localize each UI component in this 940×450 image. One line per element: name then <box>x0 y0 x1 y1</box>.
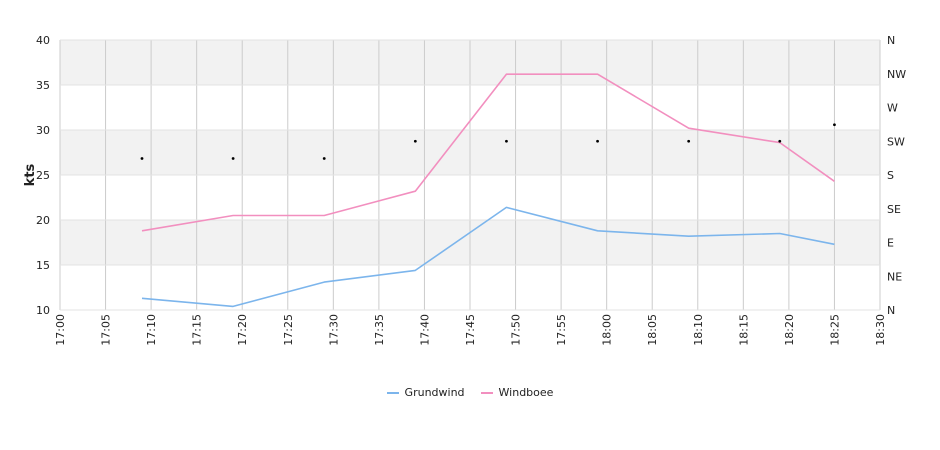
direction-point <box>596 139 599 143</box>
x-tick-label: 18:05 <box>646 314 659 346</box>
right-axis-tick-label: S <box>887 169 894 182</box>
x-tick-label: 17:10 <box>145 314 158 346</box>
right-axis-tick-label: SW <box>887 135 905 148</box>
x-tick-label: 17:55 <box>555 314 568 346</box>
legend-item-windboee[interactable]: Windboee <box>480 386 554 399</box>
x-tick-label: 17:30 <box>327 314 340 346</box>
right-axis-tick-label: W <box>887 102 898 115</box>
legend-swatch <box>386 392 399 394</box>
right-axis-tick-label: NW <box>887 68 906 81</box>
y-tick-label: 10 <box>36 304 50 317</box>
y-tick-label: 35 <box>36 79 50 92</box>
direction-point <box>778 139 782 143</box>
right-axis-tick-label: SE <box>887 203 901 216</box>
x-tick-label: 18:15 <box>737 314 750 346</box>
legend-label: Windboee <box>498 386 554 399</box>
y-tick-label: 40 <box>36 34 50 47</box>
legend-label: Grundwind <box>404 386 465 399</box>
x-tick-label: 17:40 <box>418 314 431 346</box>
x-tick-label: 17:45 <box>464 314 477 346</box>
y-tick-label: 25 <box>36 169 50 182</box>
right-axis-tick-labels: N NE E SE S SW W NW N <box>887 34 906 317</box>
x-tick-label: 17:00 <box>54 314 67 346</box>
y-tick-label: 15 <box>36 259 50 272</box>
x-tick-label: 18:20 <box>783 314 796 346</box>
direction-markers <box>140 123 836 160</box>
x-tick-label: 18:00 <box>601 314 614 346</box>
y-axis-tick-labels: 10 15 20 25 30 35 40 <box>36 34 50 317</box>
x-tick-label: 17:15 <box>191 314 204 346</box>
x-tick-label: 17:20 <box>236 314 249 346</box>
right-axis-tick-label: E <box>887 237 894 250</box>
direction-point <box>833 123 836 127</box>
x-tick-label: 17:05 <box>100 314 113 346</box>
direction-point <box>413 139 417 143</box>
x-tick-label: 17:50 <box>510 314 523 346</box>
right-axis-tick-label: NE <box>887 270 902 283</box>
direction-point <box>231 157 235 160</box>
x-tick-label: 18:10 <box>692 314 705 346</box>
series-line-grundwind <box>141 206 835 308</box>
direction-point <box>322 157 326 160</box>
legend-swatch <box>480 392 493 394</box>
legend-item-grundwind[interactable]: Grundwind <box>386 386 465 399</box>
y-tick-label: 20 <box>36 214 50 227</box>
x-tick-label: 17:25 <box>282 314 295 346</box>
x-axis-tick-labels: 17:00 17:05 17:10 17:15 17:20 17:25 17:30 17:35… <box>54 314 887 346</box>
series-line-windboee <box>141 73 835 232</box>
series-lines <box>141 73 835 308</box>
y-tick-label: 30 <box>36 124 50 137</box>
direction-point <box>140 157 144 160</box>
direction-point <box>687 139 691 143</box>
direction-point <box>505 139 508 143</box>
x-tick-label: 18:25 <box>828 314 841 346</box>
horizontal-gridlines <box>60 39 880 311</box>
x-tick-label: 17:35 <box>373 314 386 346</box>
legend: Grundwind Windboee <box>0 386 940 399</box>
x-tick-label: 18:30 <box>874 314 887 346</box>
right-axis-tick-label: N <box>887 34 895 47</box>
y-axis-title: kts <box>23 163 38 186</box>
right-axis-tick-label: N <box>887 304 895 317</box>
